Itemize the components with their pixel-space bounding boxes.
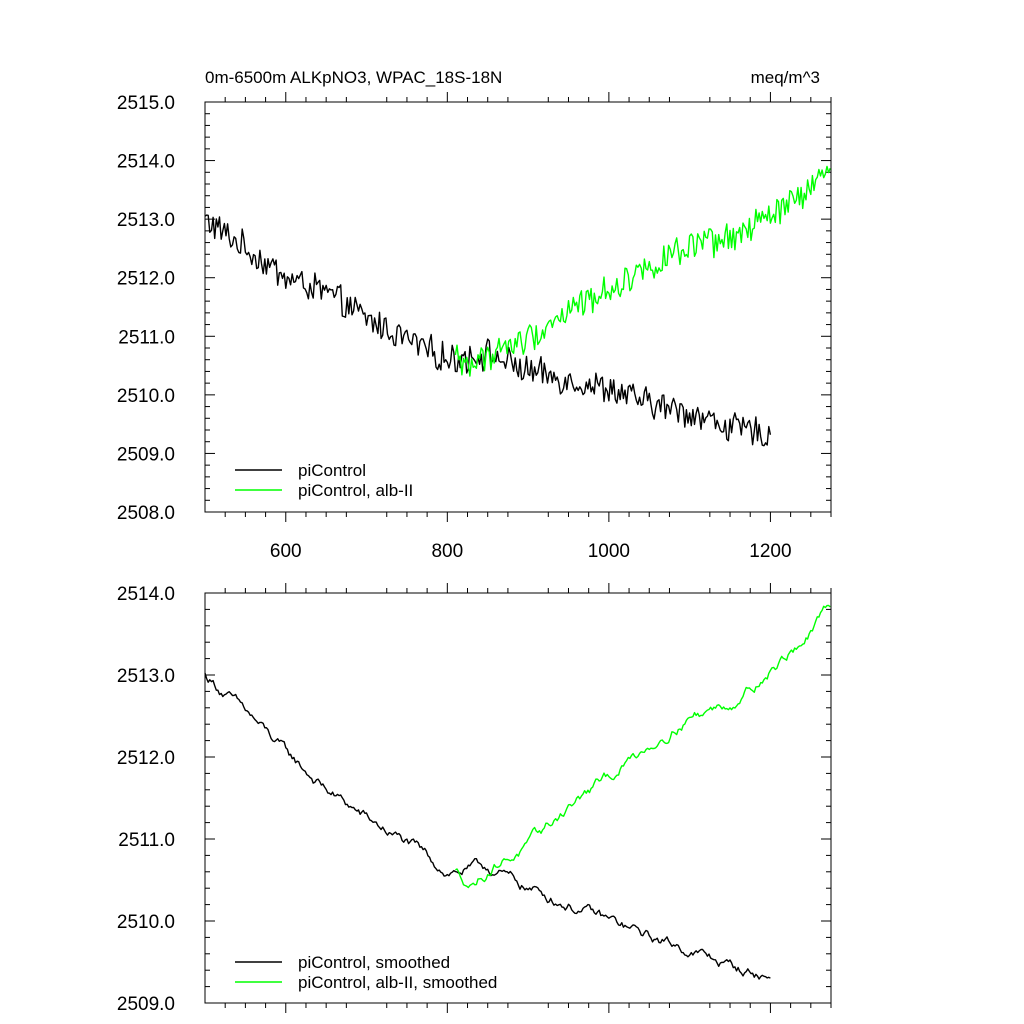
x-tick-label: 800 (431, 541, 463, 562)
top-plot-frame (204, 101, 832, 513)
units-label: meq/m^3 (751, 68, 820, 87)
y-tick-label: 2512.0 (117, 748, 175, 769)
top-x-tick-labels: 600 800 1000 1200 (270, 541, 792, 562)
y-tick-label: 2513.0 (117, 210, 175, 231)
bottom-plot-frame (204, 592, 832, 1004)
x-tick-label: 1000 (588, 541, 630, 562)
y-tick-label: 2511.0 (118, 327, 175, 348)
x-tick-label: 600 (270, 541, 302, 562)
y-tick-label: 2510.0 (117, 386, 175, 407)
bottom-legend: piControl, smoothed piControl, alb-II, s… (235, 953, 497, 992)
y-tick-label: 2514.0 (117, 584, 175, 605)
top-legend: piControl piControl, alb-II (235, 461, 413, 500)
y-tick-label: 2510.0 (117, 912, 175, 933)
top-series (204, 165, 831, 447)
top-y-tick-labels: 2508.0 2509.0 2510.0 2511.0 2512.0 2513.0 2514… (117, 93, 175, 524)
legend-label-picontrol: piControl (298, 461, 366, 480)
top-axis-ticks (205, 92, 832, 522)
chart-title: 0m-6500m ALKpNO3, WPAC_18S-18N (205, 68, 502, 87)
legend-label-picontrol-smoothed: piControl, smoothed (298, 953, 450, 972)
series-line-picontrol-alb-ii (454, 165, 831, 377)
bottom-y-tick-labels: 2509.0 2510.0 2511.0 2512.0 2513.0 2514.0 (117, 584, 175, 1015)
x-tick-label: 1200 (749, 541, 791, 562)
bottom-axis-ticks (205, 583, 832, 1013)
series-line-picontrol-alb-ii-smoothed (455, 604, 831, 889)
bottom-series (204, 604, 831, 980)
y-tick-label: 2509.0 (117, 994, 175, 1015)
y-tick-label: 2515.0 (117, 93, 175, 114)
bottom-panel: 2509.0 2510.0 2511.0 2512.0 2513.0 2514.0 piC… (117, 583, 832, 1015)
legend-label-alb-ii: piControl, alb-II (298, 481, 413, 500)
y-tick-label: 2513.0 (117, 666, 175, 687)
top-panel: 0m-6500m ALKpNO3, WPAC_18S-18N meq/m^3 2… (117, 68, 832, 562)
y-tick-label: 2508.0 (117, 503, 175, 524)
y-tick-label: 2511.0 (118, 830, 175, 851)
y-tick-label: 2509.0 (117, 444, 175, 465)
series-line-picontrol-smoothed (204, 672, 771, 980)
legend-label-alb-ii-smoothed: piControl, alb-II, smoothed (298, 973, 497, 992)
y-tick-label: 2514.0 (117, 152, 175, 173)
series-line-picontrol (204, 214, 772, 447)
y-tick-label: 2512.0 (117, 269, 175, 290)
